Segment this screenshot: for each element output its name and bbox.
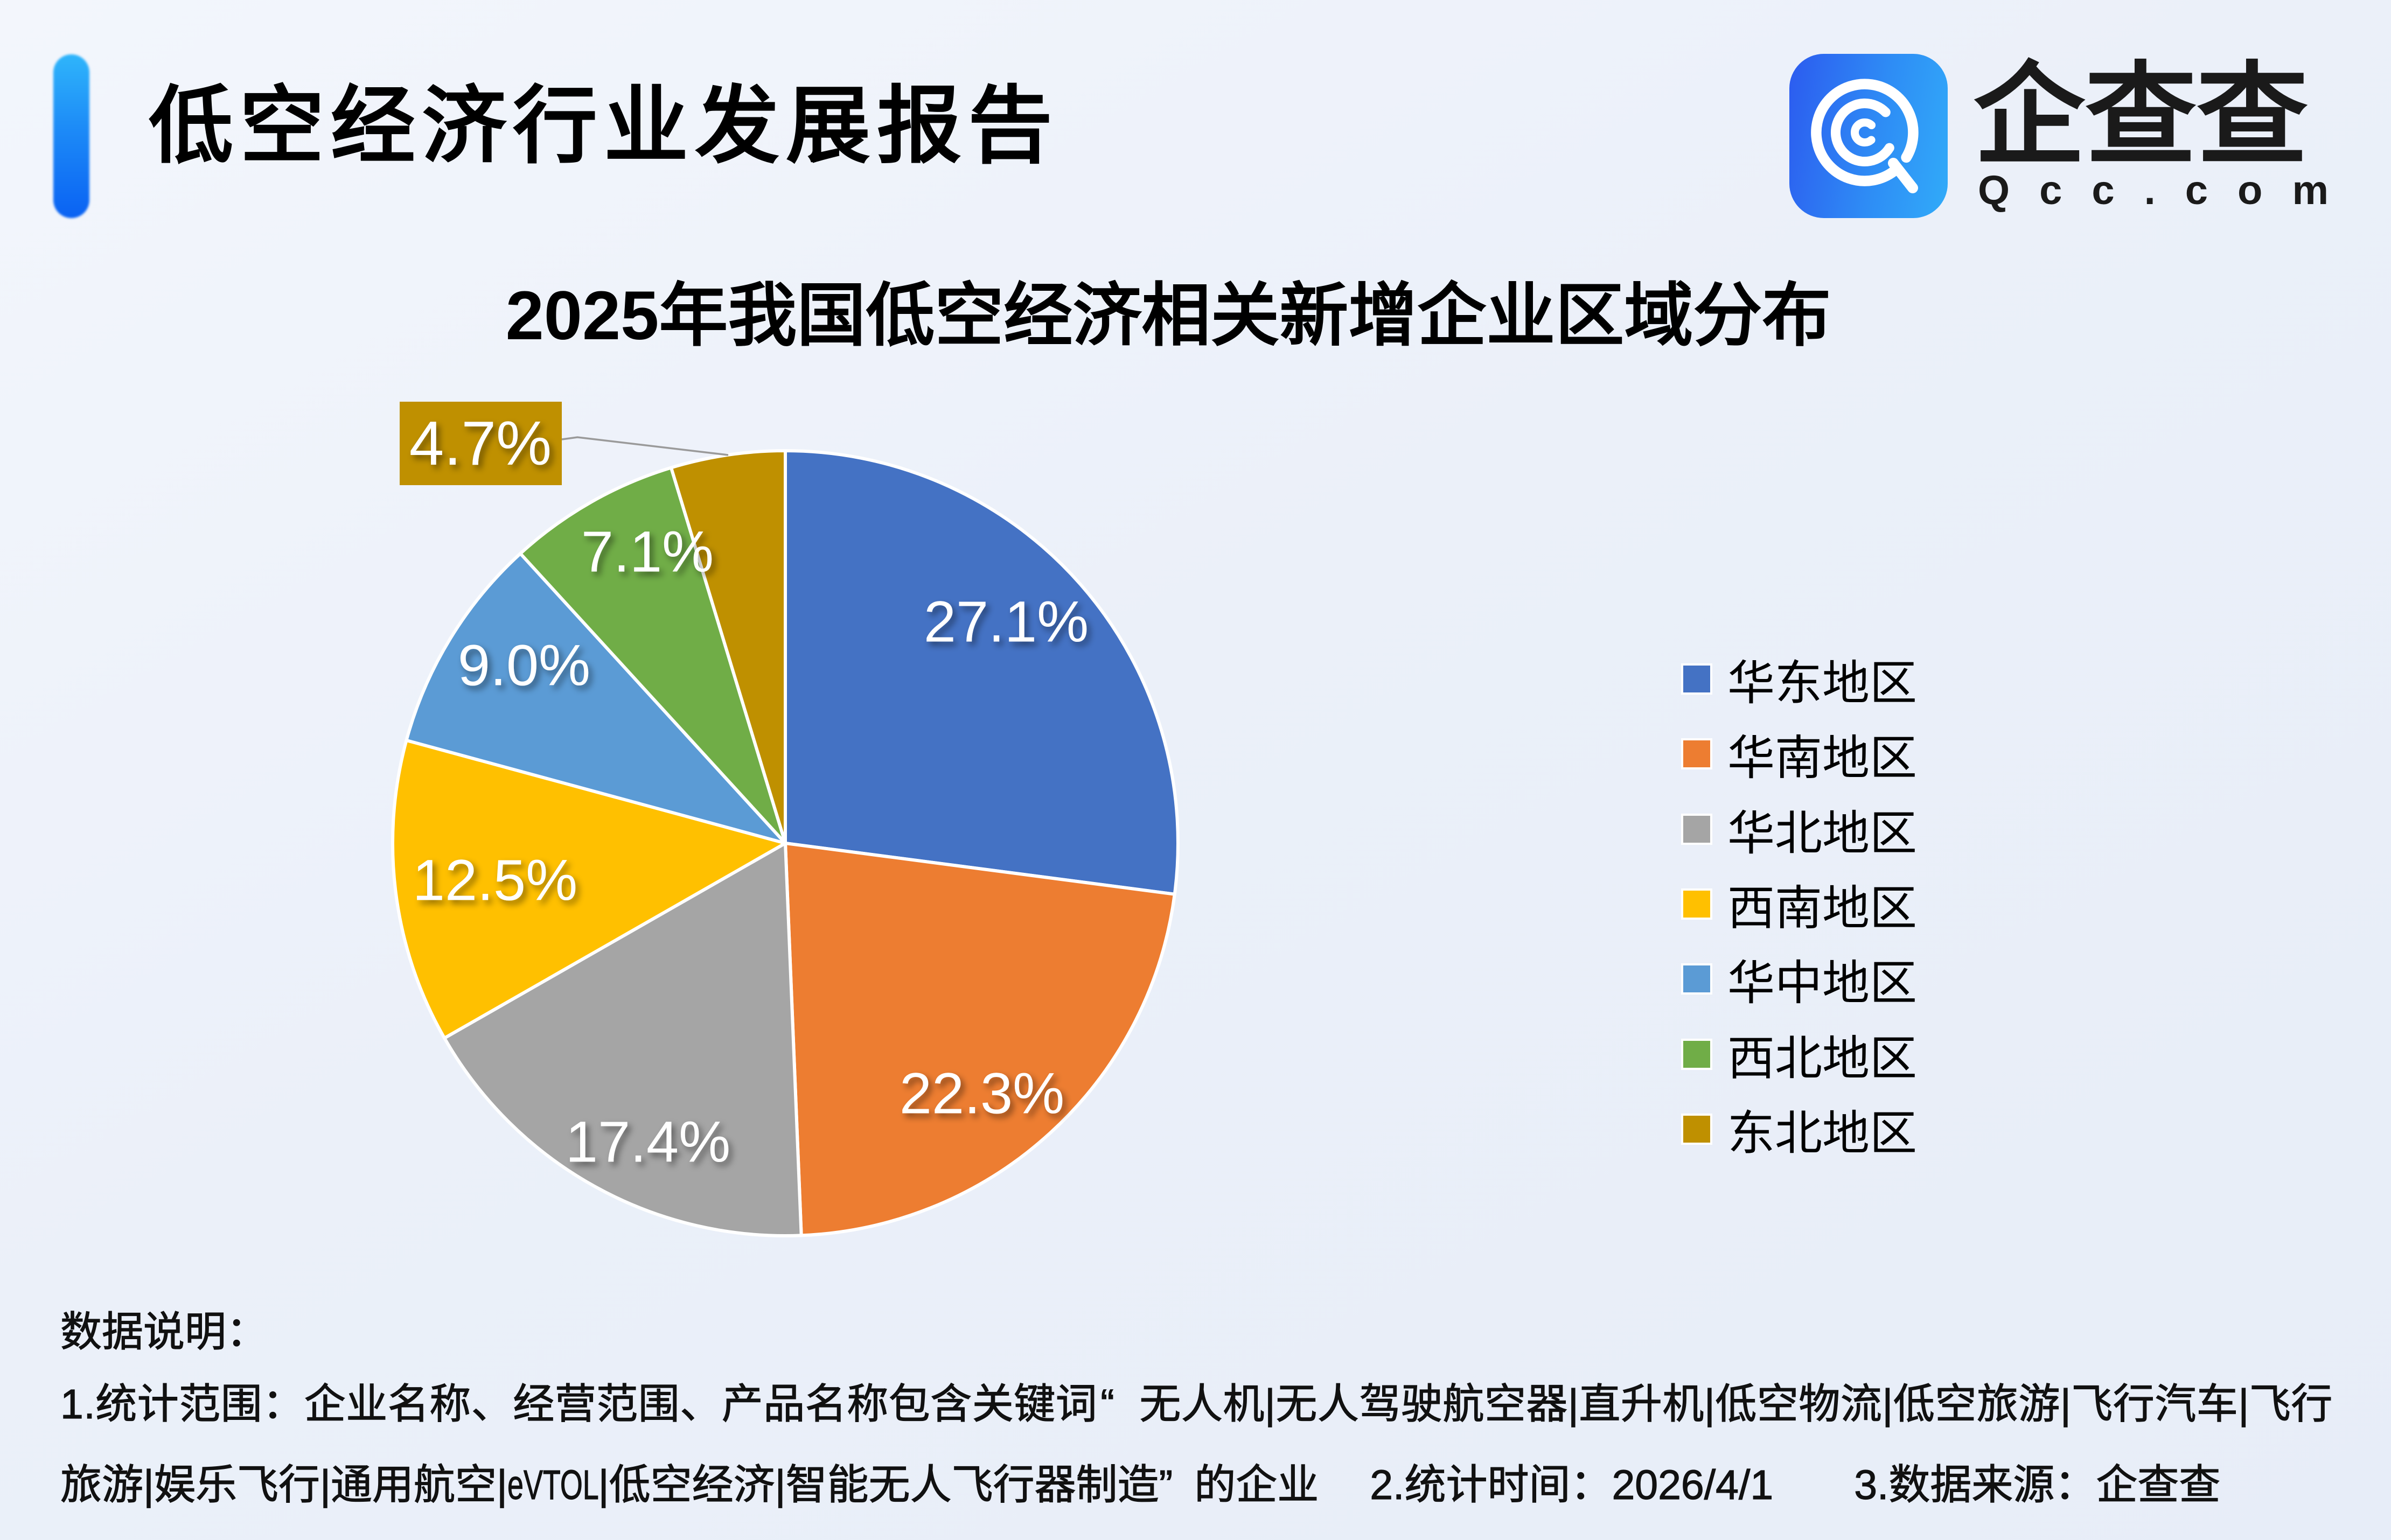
svg-text:22.3%: 22.3% — [900, 1061, 1064, 1126]
svg-text:4.7%: 4.7% — [409, 408, 552, 478]
svg-text:12.5%: 12.5% — [413, 848, 577, 913]
svg-text:7.1%: 7.1% — [581, 519, 714, 584]
svg-text:17.4%: 17.4% — [566, 1109, 730, 1174]
svg-text:27.1%: 27.1% — [924, 589, 1089, 654]
svg-text:9.0%: 9.0% — [458, 633, 590, 698]
